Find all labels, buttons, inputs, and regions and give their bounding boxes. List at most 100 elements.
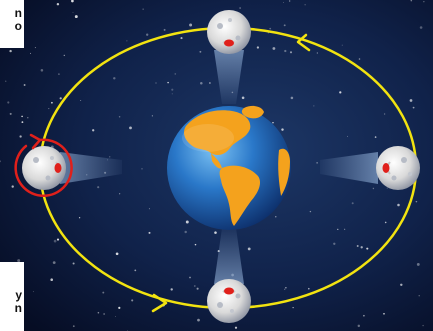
star xyxy=(142,8,144,10)
star xyxy=(189,276,191,279)
star xyxy=(316,52,318,54)
star xyxy=(284,49,287,53)
star xyxy=(290,96,294,100)
star xyxy=(197,318,200,322)
star xyxy=(360,246,363,249)
star xyxy=(199,50,202,53)
star xyxy=(416,262,420,266)
star xyxy=(180,37,183,40)
star xyxy=(185,220,189,224)
caption-line: y xyxy=(15,288,22,302)
star xyxy=(234,326,238,329)
star xyxy=(341,44,343,46)
star xyxy=(151,115,153,117)
star xyxy=(21,115,23,118)
star xyxy=(272,121,274,124)
star xyxy=(247,247,251,251)
star xyxy=(418,295,420,297)
earth-icon xyxy=(167,105,291,230)
star xyxy=(17,259,21,263)
star xyxy=(118,115,121,118)
beam-top xyxy=(214,50,244,104)
star xyxy=(48,108,50,110)
star xyxy=(193,285,196,287)
star xyxy=(194,243,197,246)
star xyxy=(56,2,60,6)
star xyxy=(423,1,425,3)
star xyxy=(285,287,287,289)
star xyxy=(419,26,423,29)
star xyxy=(113,77,116,80)
star xyxy=(126,40,128,42)
star xyxy=(115,252,119,256)
star xyxy=(289,51,293,54)
star xyxy=(51,101,53,104)
moon-icon xyxy=(207,10,251,54)
star xyxy=(171,88,174,91)
star xyxy=(7,101,10,104)
star xyxy=(309,210,312,213)
star xyxy=(239,7,241,9)
star xyxy=(134,269,137,272)
star xyxy=(284,288,286,290)
star xyxy=(50,278,53,281)
star xyxy=(155,82,157,84)
star xyxy=(356,245,359,247)
beam-bottom xyxy=(214,228,244,284)
star xyxy=(131,299,134,302)
beam-right xyxy=(320,152,378,184)
star xyxy=(272,47,276,50)
star xyxy=(170,288,173,291)
orbit-direction-arrow-icon xyxy=(296,33,311,52)
star xyxy=(163,28,166,31)
star xyxy=(97,311,100,314)
star xyxy=(386,187,388,189)
caption-fragment-top: n o xyxy=(0,0,24,48)
surface-marker xyxy=(224,39,234,47)
star xyxy=(400,283,403,287)
moon-icon xyxy=(207,279,251,323)
star xyxy=(115,316,116,318)
star xyxy=(21,121,24,124)
star xyxy=(53,239,57,243)
moon-icon xyxy=(376,146,420,190)
star xyxy=(129,126,132,130)
star xyxy=(23,84,26,86)
star xyxy=(78,217,81,219)
star xyxy=(313,105,315,107)
star xyxy=(174,73,177,75)
star xyxy=(316,162,318,164)
star xyxy=(267,32,269,34)
star xyxy=(189,23,193,27)
star xyxy=(30,52,31,54)
star xyxy=(40,69,44,72)
star xyxy=(184,230,187,234)
star xyxy=(71,0,74,3)
star xyxy=(141,168,143,170)
star xyxy=(80,100,82,102)
star xyxy=(52,261,56,264)
star xyxy=(34,47,36,49)
star xyxy=(269,27,272,30)
star xyxy=(339,91,342,94)
orbit-direction-arrow-icon xyxy=(151,293,168,313)
star xyxy=(289,0,291,2)
rotation-arrow-icon xyxy=(14,133,73,198)
star xyxy=(357,324,361,328)
star xyxy=(412,106,415,109)
caption-line: n xyxy=(14,301,22,315)
star xyxy=(397,203,400,207)
star xyxy=(148,208,150,210)
star xyxy=(351,202,354,205)
star xyxy=(63,54,65,57)
star xyxy=(383,312,385,315)
star xyxy=(200,81,203,85)
star xyxy=(97,186,100,189)
star xyxy=(281,128,284,131)
star xyxy=(146,33,149,36)
star xyxy=(347,135,348,137)
star xyxy=(214,231,217,234)
star xyxy=(148,231,151,234)
star xyxy=(374,136,377,138)
